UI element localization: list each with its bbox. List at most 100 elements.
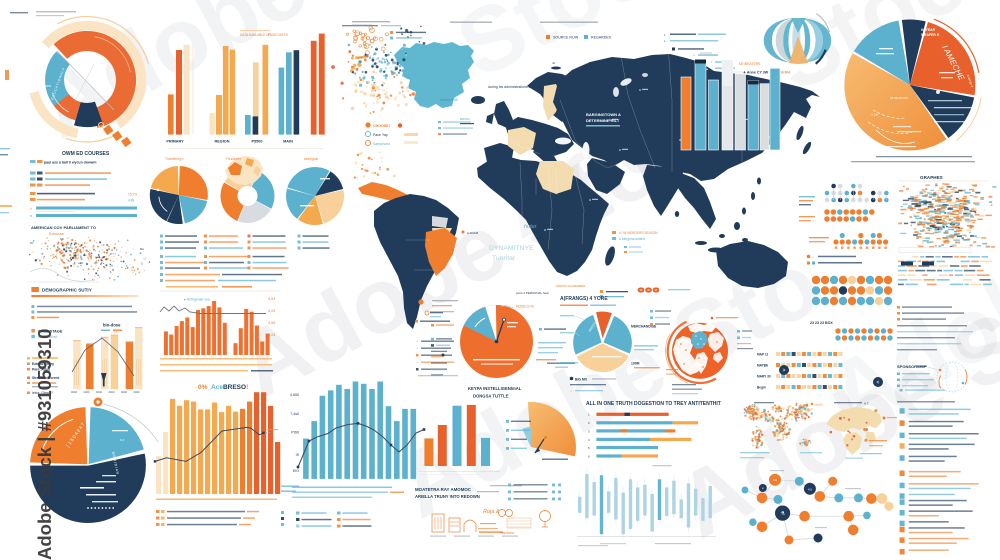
svg-text:MERCHANDISE: MERCHANDISE (631, 325, 657, 329)
svg-text:Extraordinary: Extraordinary (32, 362, 54, 366)
svg-text:letws .Gimup?: letws .Gimup? (32, 391, 53, 395)
svg-text:MAP 11: MAP 11 (757, 352, 769, 356)
svg-text:⚗: ⚗ (780, 511, 785, 517)
svg-text:P5500: P5500 (252, 140, 263, 144)
svg-text:BIG Mil: BIG Mil (575, 378, 587, 382)
svg-text:during his administrations ang: during his administrations anglican (488, 85, 542, 89)
svg-text:huter: huter (524, 224, 538, 230)
svg-text:OWM ED COURSES: OWM ED COURSES (62, 151, 110, 157)
svg-text:4.0: 4.0 (808, 487, 813, 491)
svg-text:DYNAMITNYE: DYNAMITNYE (489, 245, 534, 252)
svg-text:ALL IN ONE TRUTH DOGESTION TO: ALL IN ONE TRUTH DOGESTION TO TREY ANTIT… (586, 401, 721, 407)
svg-text:✓: ✓ (812, 256, 815, 260)
svg-text:MARY 30: MARY 30 (757, 374, 771, 378)
svg-text:GRAPHES: GRAPHES (920, 175, 943, 180)
svg-text:MARTIN ReMEMBER: MARTIN ReMEMBER (556, 284, 586, 288)
svg-text:SOURCE RUIN: SOURCE RUIN (553, 36, 579, 40)
svg-text:4,56: 4,56 (268, 321, 275, 325)
svg-text:A(FRANGS) 4 YORE: A(FRANGS) 4 YORE (560, 296, 608, 302)
svg-text:✓: ✓ (710, 61, 713, 65)
svg-text:Fa skinner: Fa skinner (226, 157, 242, 161)
svg-text:Tunritar: Tunritar (492, 255, 516, 262)
svg-text:✓: ✓ (693, 54, 696, 58)
svg-text:4,54: 4,54 (268, 297, 275, 301)
svg-text:Samphonc: Samphonc (373, 142, 390, 146)
svg-text:PAGE DATES: PAGE DATES (268, 33, 288, 37)
svg-text:▸ Refrigerate sea: ▸ Refrigerate sea (184, 298, 210, 302)
svg-text:REGION: REGION (215, 140, 230, 144)
svg-text:DETERMINE RILT: DETERMINE RILT (586, 118, 620, 123)
svg-text:▸: ▸ (664, 33, 666, 37)
svg-text:✓: ✓ (570, 389, 573, 393)
svg-text:WEAPER R: WEAPER R (921, 33, 940, 37)
svg-text:paul ass a ball 0 wycun dowwm: paul ass a ball 0 wycun dowwm (44, 161, 97, 165)
svg-text:MAIN: MAIN (283, 140, 293, 144)
svg-text:4: 4 (588, 438, 590, 442)
svg-text:tantelgnal: tantelgnal (304, 157, 318, 161)
svg-text:0%_AceBRESO!: 0%_AceBRESO! (198, 384, 248, 391)
svg-text:6: 6 (588, 454, 590, 458)
svg-text:Face Yay: Face Yay (373, 133, 388, 137)
svg-text:▸: ▸ (664, 39, 666, 43)
svg-text:a sat go 4: a sat go 4 (966, 74, 974, 88)
svg-text:4,650: 4,650 (290, 393, 299, 397)
svg-text:BARGINGTOWN A: BARGINGTOWN A (586, 112, 621, 117)
svg-text:9,24: 9,24 (268, 333, 275, 337)
svg-text:23 23 23 BOX: 23 23 23 BOX (810, 321, 833, 325)
svg-text:WATER: WATER (588, 321, 598, 333)
svg-text:DONGSA TUTTLE: DONGSA TUTTLE (473, 394, 509, 399)
svg-text:✓: ✓ (416, 361, 419, 365)
svg-text:4.5: 4.5 (114, 330, 118, 334)
svg-text:Rating: Rating (748, 76, 757, 80)
svg-text:NY: NY (30, 241, 34, 245)
svg-text:Adobe Stock | #931059310: Adobe Stock | #931059310 (34, 329, 55, 560)
svg-text:Extension: Extension (49, 232, 64, 236)
svg-text:✓: ✓ (416, 347, 419, 351)
svg-text:Nouria 4.02: Nouria 4.02 (440, 98, 458, 102)
svg-text:15.7%: 15.7% (128, 193, 137, 197)
svg-text:⚞: ⚞ (782, 368, 786, 373)
svg-text:B: B (30, 214, 32, 218)
svg-text:64: 64 (425, 301, 428, 305)
svg-text:44: 44 (90, 338, 93, 342)
svg-text:4.88: 4.88 (128, 199, 134, 203)
svg-text:MT/BEATERS: MT/BEATERS (739, 62, 761, 66)
svg-text:M E R I D I A N: M E R I D I A N (111, 451, 120, 475)
svg-text:Para .Adult: Para .Adult (32, 368, 51, 372)
svg-text:4,03: 4,03 (268, 309, 275, 313)
svg-text:DEMOGRAPHIC SUTIY: DEMOGRAPHIC SUTIY (42, 288, 92, 293)
svg-text:PRIMARY: PRIMARY (166, 140, 184, 144)
svg-text:Begin: Begin (757, 385, 766, 389)
svg-text:MA: MA (140, 247, 144, 251)
svg-text:100M: 100M (631, 362, 640, 366)
svg-text:1: 1 (588, 413, 590, 417)
svg-text:KEYPA INSTELLIGENImAL: KEYPA INSTELLIGENImAL (468, 386, 522, 391)
svg-text:CHOOSE!: CHOOSE! (373, 124, 390, 128)
svg-text:MODELS 40: MODELS 40 (516, 305, 534, 309)
svg-text:CASE STAGE: CASE STAGE (38, 329, 63, 333)
svg-text:DATA AVAILABLE IST: DATA AVAILABLE IST (240, 33, 271, 37)
svg-text:bio-dose: bio-dose (103, 323, 121, 328)
svg-text:MAYBE: MAYBE (757, 363, 768, 367)
svg-text:6.4: 6.4 (120, 438, 125, 442)
svg-text:MOATETRA RAY AMOMOC: MOATETRA RAY AMOMOC (415, 487, 472, 492)
svg-text:SPONSORSHIP: SPONSORSHIP (897, 364, 927, 369)
svg-text:IS: IS (296, 453, 300, 457)
svg-text:food's: food's (815, 403, 823, 407)
svg-text:4 / W MERGERS SEASON: 4 / W MERGERS SEASON (619, 231, 658, 235)
svg-text:✓: ✓ (416, 340, 419, 344)
svg-text:Cases Stind: Cases Stind (38, 335, 57, 339)
svg-text:A.T.: A.T. (864, 402, 869, 406)
svg-text:MANAGERIA: MANAGERIA (770, 71, 791, 75)
svg-text:44 464 01 864: 44 464 01 864 (890, 96, 908, 100)
svg-text:nil: nil (552, 61, 555, 65)
svg-text:T.barwberg p: T.barwberg p (165, 157, 184, 161)
svg-text:ND: ND (60, 237, 64, 241)
svg-text:Roja &: Roja & (483, 509, 500, 515)
svg-text:ER/RM: ER/RM (460, 117, 470, 121)
svg-text:×: × (762, 487, 764, 491)
svg-text:7,4s0: 7,4s0 (290, 412, 299, 416)
svg-text:AMERICAN COV PARLIAMENT TO: AMERICAN COV PARLIAMENT TO (31, 225, 96, 230)
svg-text:PIS0: PIS0 (291, 431, 299, 435)
svg-text:point 4 PERSONAL hear: point 4 PERSONAL hear (516, 291, 549, 295)
